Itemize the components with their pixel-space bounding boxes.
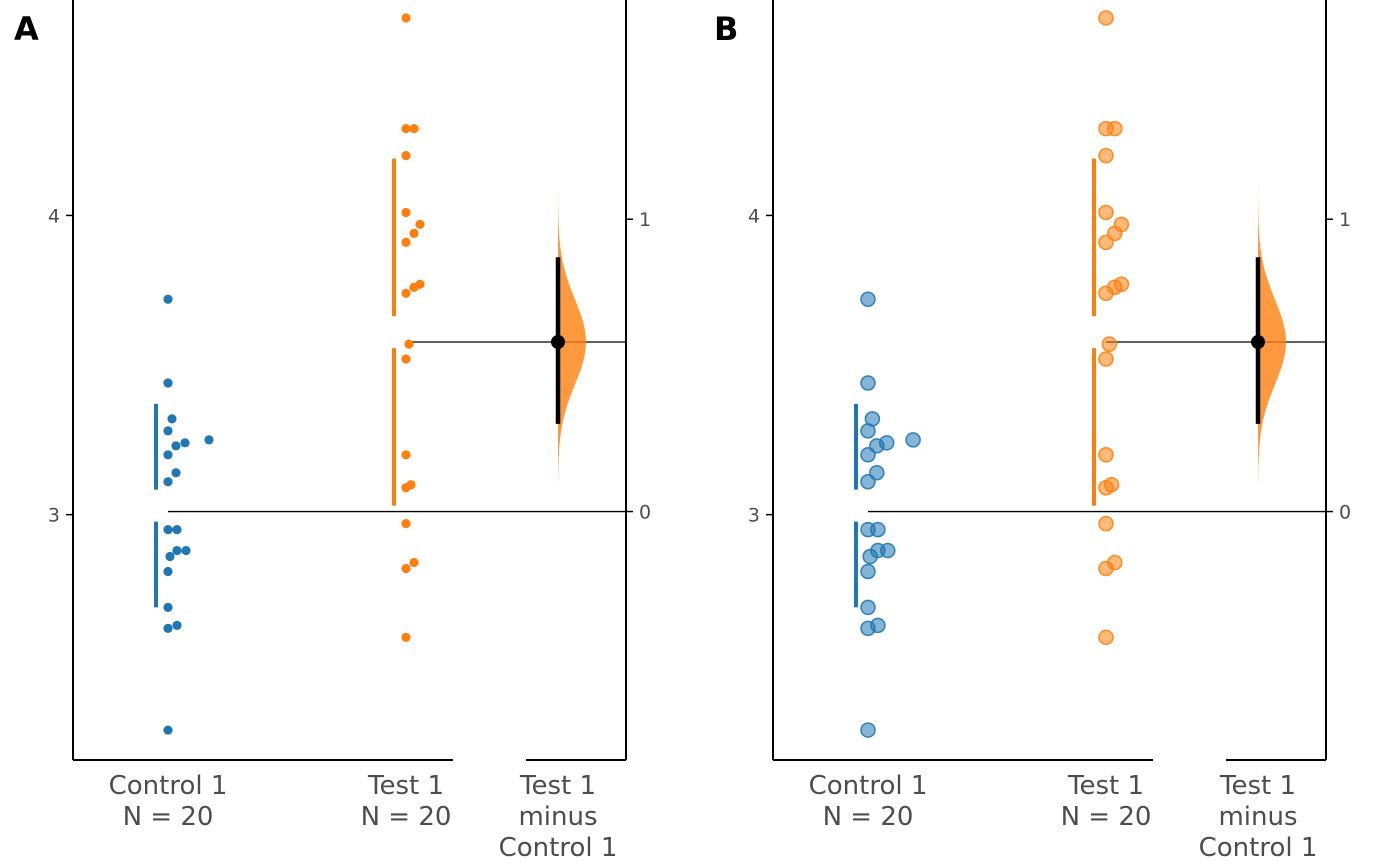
- control-point: [860, 447, 876, 463]
- control-point: [165, 551, 175, 562]
- test-point: [1098, 10, 1114, 26]
- category-label: Test 1: [519, 771, 596, 801]
- test-point: [401, 519, 411, 529]
- test-point: [409, 228, 419, 238]
- test-point: [409, 124, 419, 134]
- category-label: Test 1: [1219, 771, 1296, 801]
- test-point: [1098, 204, 1114, 221]
- control-point: [163, 378, 173, 388]
- delta-y-tick-label: 1: [639, 209, 651, 231]
- control-point: [163, 477, 173, 487]
- control-point: [163, 602, 173, 613]
- control-point: [172, 545, 182, 556]
- test-point: [401, 124, 411, 134]
- raw-y-tick-label: 3: [48, 505, 60, 527]
- test-point: [401, 150, 411, 161]
- control-point: [860, 563, 876, 580]
- test-point: [1098, 447, 1114, 463]
- raw-y-tick-label: 3: [748, 505, 760, 527]
- category-label: Test 1: [367, 771, 444, 801]
- category-label: N = 20: [361, 802, 452, 832]
- control-point: [180, 438, 190, 448]
- test-point: [1098, 351, 1114, 367]
- test-point: [1098, 147, 1114, 164]
- control-point: [163, 426, 173, 436]
- category-label: Test 1: [1067, 771, 1144, 801]
- panel-label: B: [714, 10, 738, 48]
- control-point: [860, 375, 876, 391]
- control-point: [862, 548, 878, 565]
- control-point: [181, 545, 191, 556]
- raw-y-tick-label: 4: [748, 205, 760, 227]
- category-label: N = 20: [1061, 802, 1152, 832]
- control-point: [860, 473, 876, 490]
- control-point: [860, 620, 876, 637]
- test-point: [409, 557, 419, 568]
- delta-y-tick-label: 0: [1339, 502, 1351, 524]
- control-point: [905, 432, 921, 448]
- control-point: [171, 468, 181, 478]
- mean-difference-point: [1251, 335, 1265, 349]
- test-point: [401, 207, 411, 218]
- test-point: [415, 219, 425, 230]
- test-point: [1098, 285, 1114, 301]
- control-point: [870, 521, 886, 538]
- bootstrap-distribution: [1258, 184, 1286, 483]
- test-point: [409, 282, 419, 292]
- category-label: N = 20: [123, 802, 214, 832]
- control-point: [163, 450, 173, 460]
- control-point: [163, 725, 173, 735]
- mean-difference-point: [551, 335, 565, 349]
- control-point: [860, 722, 876, 738]
- test-point: [1098, 479, 1114, 496]
- test-point: [401, 632, 411, 642]
- category-label: Control 1: [1199, 833, 1318, 863]
- category-label: Control 1: [809, 771, 928, 801]
- test-point: [1098, 560, 1114, 577]
- control-point: [163, 566, 173, 577]
- control-point: [171, 441, 181, 451]
- test-point: [401, 237, 411, 247]
- category-label: minus: [518, 802, 597, 832]
- test-point: [1098, 515, 1114, 532]
- test-point: [401, 288, 411, 298]
- control-point: [167, 414, 177, 424]
- control-point: [163, 623, 173, 633]
- control-point: [163, 294, 173, 304]
- test-point: [404, 339, 414, 349]
- category-label: Control 1: [499, 833, 618, 863]
- test-point: [1098, 234, 1114, 251]
- test-point: [1107, 120, 1123, 137]
- test-point: [401, 563, 411, 574]
- delta-y-tick-label: 0: [639, 502, 651, 524]
- control-point: [860, 291, 876, 307]
- raw-y-tick-label: 4: [48, 205, 60, 227]
- category-label: N = 20: [823, 802, 914, 832]
- control-point: [860, 423, 876, 439]
- test-point: [401, 483, 411, 493]
- test-point: [1101, 336, 1118, 352]
- test-point: [401, 354, 411, 364]
- test-point: [401, 13, 411, 23]
- control-point: [172, 525, 182, 535]
- control-point: [163, 525, 173, 535]
- test-point: [401, 450, 411, 460]
- category-label: Control 1: [109, 771, 228, 801]
- test-point: [1098, 629, 1114, 646]
- control-point: [172, 620, 182, 630]
- panel-label: A: [14, 10, 39, 48]
- bootstrap-distribution: [558, 184, 586, 483]
- delta-y-tick-label: 1: [1339, 209, 1351, 231]
- control-point: [860, 599, 876, 616]
- category-label: minus: [1218, 802, 1297, 832]
- control-point: [204, 435, 214, 445]
